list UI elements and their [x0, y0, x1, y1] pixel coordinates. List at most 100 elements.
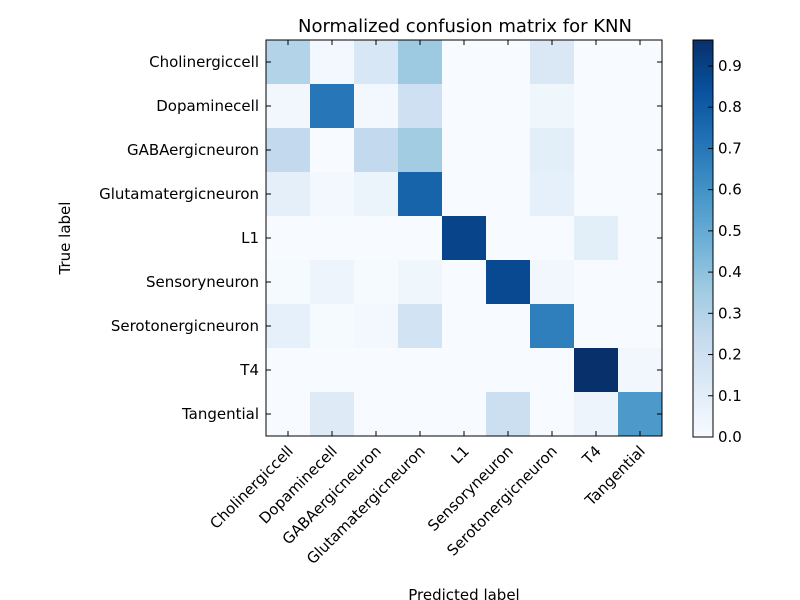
heatmap-cell — [354, 260, 399, 305]
heatmap-cell — [618, 128, 663, 173]
heatmap-cell — [442, 392, 487, 437]
heatmap-cell — [486, 128, 531, 173]
colorbar-tick-label: 0.0 — [718, 428, 742, 446]
heatmap-cell — [354, 392, 399, 437]
heatmap-cell — [398, 392, 443, 437]
heatmap-cell — [266, 84, 311, 129]
heatmap-cell — [310, 40, 355, 85]
heatmap-cell — [310, 128, 355, 173]
heatmap-cell — [574, 260, 619, 305]
heatmap-cell — [442, 40, 487, 85]
heatmap-cell — [398, 172, 443, 217]
y-axis-label: True label — [56, 202, 74, 276]
heatmap-cell — [618, 172, 663, 217]
heatmap-cell — [310, 392, 355, 437]
heatmap-cell — [574, 392, 619, 437]
heatmap-cell — [354, 172, 399, 217]
heatmap-cell — [618, 392, 663, 437]
heatmap-cell — [530, 348, 575, 393]
y-tick-label: Sensoryneuron — [146, 273, 259, 291]
y-tick-labels: Cholinergiccell Dopaminecell GABAergicneur… — [99, 53, 259, 423]
heatmap-cells — [266, 40, 663, 437]
heatmap-cell — [486, 172, 531, 217]
heatmap-cell — [310, 348, 355, 393]
heatmap-cell — [530, 392, 575, 437]
heatmap-cell — [574, 348, 619, 393]
heatmap-cell — [266, 260, 311, 305]
heatmap-cell — [398, 260, 443, 305]
heatmap-cell — [354, 348, 399, 393]
heatmap-cell — [618, 40, 663, 85]
colorbar-tick-label: 0.8 — [718, 98, 742, 116]
colorbar-tick-label: 0.1 — [718, 387, 742, 405]
colorbar-tick-label: 0.2 — [718, 346, 742, 364]
heatmap-cell — [618, 216, 663, 261]
heatmap-cell — [398, 84, 443, 129]
heatmap-cell — [618, 260, 663, 305]
heatmap-cell — [486, 392, 531, 437]
axis-ticks — [266, 40, 662, 436]
heatmap-cell — [442, 348, 487, 393]
colorbar-tick-label: 0.7 — [718, 139, 742, 157]
heatmap-cell — [266, 304, 311, 349]
heatmap-cell — [354, 40, 399, 85]
heatmap-cell — [398, 128, 443, 173]
heatmap-cell — [354, 84, 399, 129]
heatmap-cell — [530, 172, 575, 217]
heatmap-cell — [530, 216, 575, 261]
x-tick-label: T4 — [578, 442, 605, 469]
heatmap-cell — [398, 348, 443, 393]
heatmap-cell — [310, 84, 355, 129]
heatmap-cell — [574, 172, 619, 217]
y-tick-label: T4 — [239, 361, 259, 379]
colorbar-ticks: 0.0 0.1 0.2 0.3 0.4 0.5 0.6 0.7 0.8 0.9 — [708, 57, 742, 446]
heatmap-cell — [398, 216, 443, 261]
x-tick-label: L1 — [447, 442, 472, 467]
heatmap-cell — [530, 128, 575, 173]
colorbar-tick-label: 0.3 — [718, 304, 742, 322]
colorbar — [692, 39, 714, 438]
heatmap-cell — [486, 260, 531, 305]
heatmap-cell — [442, 260, 487, 305]
heatmap-cell — [618, 348, 663, 393]
y-tick-label: Glutamatergicneuron — [99, 185, 259, 203]
heatmap-cell — [530, 260, 575, 305]
y-tick-label: Cholinergiccell — [149, 53, 259, 71]
heatmap-cell — [442, 172, 487, 217]
heatmap-cell — [574, 84, 619, 129]
heatmap-cell — [310, 172, 355, 217]
heatmap-cell — [266, 216, 311, 261]
heatmap-cell — [354, 216, 399, 261]
heatmap-cell — [354, 304, 399, 349]
heatmap-cell — [310, 216, 355, 261]
heatmap-cell — [530, 84, 575, 129]
heatmap-cell — [486, 40, 531, 85]
heatmap-cell — [442, 216, 487, 261]
heatmap-cell — [486, 348, 531, 393]
colorbar-tick-label: 0.6 — [718, 181, 742, 199]
chart-title: Normalized confusion matrix for KNN — [298, 16, 632, 37]
heatmap-cell — [310, 260, 355, 305]
heatmap-cell — [310, 304, 355, 349]
heatmap-cell — [486, 304, 531, 349]
x-tick-labels: CholinergiccellDopaminecellGABAergicneur… — [206, 442, 648, 568]
heatmap-cell — [266, 392, 311, 437]
heatmap-cell — [574, 304, 619, 349]
heatmap-cell — [442, 128, 487, 173]
y-tick-label: L1 — [241, 229, 259, 247]
y-tick-label: GABAergicneuron — [127, 141, 259, 159]
heatmap-cell — [266, 172, 311, 217]
heatmap-cell — [398, 304, 443, 349]
y-tick-label: Dopaminecell — [156, 97, 259, 115]
heatmap-cell — [618, 304, 663, 349]
y-tick-label: Serotonergicneuron — [111, 317, 259, 335]
y-tick-label: Tangential — [181, 405, 259, 423]
heatmap-cell — [574, 128, 619, 173]
colorbar-tick-label: 0.4 — [718, 263, 742, 281]
heatmap-cell — [486, 84, 531, 129]
x-axis-label: Predicted label — [408, 586, 519, 600]
heatmap-cell — [618, 84, 663, 129]
heatmap-cell — [574, 40, 619, 85]
heatmap-cell — [398, 40, 443, 85]
